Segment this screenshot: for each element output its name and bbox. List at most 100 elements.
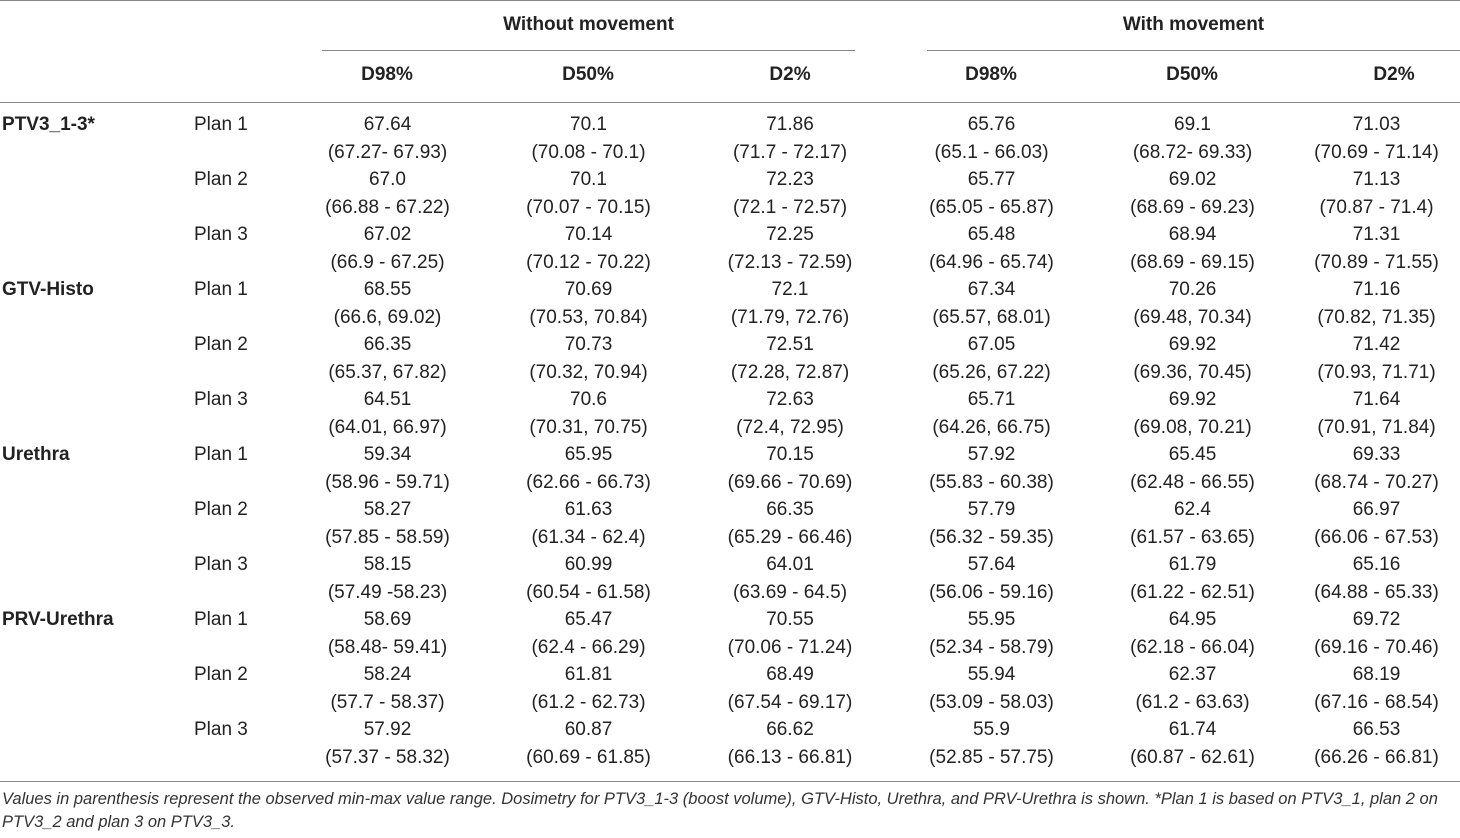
dose-range: (57.7 - 58.37) (330, 691, 445, 713)
dose-value: 67.64 (363, 114, 412, 135)
dose-cell: 64.51 (64.01, 66.97) (287, 386, 488, 441)
dose-range: (57.85 - 58.59) (325, 526, 450, 548)
dose-cell: 71.13 (70.87 - 71.4) (1293, 166, 1460, 221)
dose-value: 58.15 (363, 554, 412, 575)
dose-value: 65.76 (967, 114, 1016, 135)
dose-range: (70.93, 71.71) (1317, 361, 1436, 383)
dose-range: (61.57 - 63.65) (1130, 526, 1255, 548)
dose-cell: 60.99 (60.54 - 61.58) (488, 551, 689, 606)
dose-value: 65.71 (967, 389, 1016, 410)
dose-cell: 65.48 (64.96 - 65.74) (891, 221, 1092, 276)
dose-cell: 59.34 (58.96 - 59.71) (287, 441, 488, 496)
dose-value: 65.16 (1352, 554, 1401, 575)
dose-value: 57.64 (967, 554, 1016, 575)
dose-cell: 71.86 (71.7 - 72.17) (689, 111, 891, 166)
dose-range: (70.91, 71.84) (1317, 416, 1436, 438)
dose-value: 65.48 (967, 224, 1016, 245)
dose-cell: 70.14 (70.12 - 70.22) (488, 221, 689, 276)
dose-range: (65.29 - 66.46) (727, 526, 853, 548)
group-header-with-movement: With movement (1122, 14, 1265, 35)
dose-range: (65.37, 67.82) (328, 361, 447, 383)
dose-value: 66.53 (1352, 719, 1401, 740)
dose-value: 72.63 (766, 389, 814, 410)
dose-value: 66.62 (766, 719, 814, 740)
dose-value: 55.9 (973, 719, 1010, 740)
table-row: Plan 3 58.15 (57.49 -58.23) 60.99 (60.54 - 6… (0, 551, 1460, 606)
dose-value: 58.27 (363, 499, 412, 520)
dose-range: (70.53, 70.84) (529, 306, 648, 328)
structure-label (0, 551, 194, 606)
dose-range: (64.26, 66.75) (932, 416, 1051, 438)
dose-cell: 62.37 (61.2 - 63.63) (1092, 661, 1293, 716)
dose-range: (57.49 -58.23) (327, 581, 448, 603)
dose-range: (65.05 - 65.87) (929, 196, 1054, 218)
dose-range: (69.08, 70.21) (1133, 416, 1252, 438)
dose-cell: 70.6 (70.31, 70.75) (488, 386, 689, 441)
structure-label (0, 661, 194, 716)
dose-value: 70.73 (564, 334, 613, 355)
dose-value: 67.02 (363, 224, 412, 245)
dose-range: (58.96 - 59.71) (325, 471, 450, 493)
dose-value: 66.97 (1352, 499, 1401, 520)
dose-range: (72.28, 72.87) (730, 361, 850, 383)
dose-cell: 72.1 (71.79, 72.76) (689, 276, 891, 331)
dose-range: (63.69 - 64.5) (732, 581, 848, 603)
dose-value: 71.03 (1352, 114, 1401, 135)
structure-label (0, 331, 194, 386)
dose-range: (66.13 - 66.81) (727, 746, 853, 768)
dose-cell: 70.55 (70.06 - 71.24) (689, 606, 891, 661)
dose-range: (52.34 - 58.79) (929, 636, 1054, 658)
dose-range: (68.72- 69.33) (1132, 141, 1253, 163)
dose-cell: 70.1 (70.07 - 70.15) (488, 166, 689, 221)
structure-label (0, 716, 194, 771)
dose-value: 67.05 (967, 334, 1016, 355)
table-row: Plan 2 58.24 (57.7 - 58.37) 61.81 (61.2 - 62… (0, 661, 1460, 716)
dose-value: 58.24 (363, 664, 412, 685)
dose-value: 66.35 (363, 334, 412, 355)
dose-range: (71.79, 72.76) (730, 306, 850, 328)
column-header-d2-without: D2% (769, 64, 811, 85)
dose-range: (69.66 - 70.69) (727, 471, 853, 493)
dose-cell: 57.79 (56.32 - 59.35) (891, 496, 1092, 551)
dose-range: (64.01, 66.97) (328, 416, 447, 438)
dose-cell: 61.63 (61.34 - 62.4) (488, 496, 689, 551)
dose-value: 65.45 (1168, 444, 1217, 465)
dose-range: (71.7 - 72.17) (732, 141, 848, 163)
dose-range: (66.26 - 66.81) (1314, 746, 1439, 768)
dose-cell: 66.35 (65.29 - 66.46) (689, 496, 891, 551)
dose-value: 65.77 (967, 169, 1016, 190)
dose-value: 64.51 (363, 389, 412, 410)
dose-cell: 70.26 (69.48, 70.34) (1092, 276, 1293, 331)
dose-range: (53.09 - 58.03) (929, 691, 1054, 713)
dose-value: 68.19 (1352, 664, 1401, 685)
dose-range: (70.07 - 70.15) (526, 196, 651, 218)
dose-value: 70.15 (766, 444, 814, 465)
plan-label: Plan 1 (194, 444, 248, 465)
dose-value: 71.86 (766, 114, 814, 135)
column-header-d98-with: D98% (965, 64, 1017, 85)
dose-value: 68.94 (1168, 224, 1217, 245)
dose-cell: 72.51 (72.28, 72.87) (689, 331, 891, 386)
dose-value: 69.92 (1168, 334, 1217, 355)
dose-cell: 68.55 (66.6, 69.02) (287, 276, 488, 331)
column-header-d50-without: D50% (562, 64, 614, 85)
dose-value: 68.49 (766, 664, 814, 685)
dose-cell: 68.49 (67.54 - 69.17) (689, 661, 891, 716)
dose-range: (66.88 - 67.22) (325, 196, 450, 218)
dose-value: 68.55 (363, 279, 412, 300)
dose-value: 69.72 (1352, 609, 1401, 630)
table-footnote: Values in parenthesis represent the obse… (2, 790, 1438, 831)
dose-value: 60.99 (564, 554, 613, 575)
table-row: Plan 2 58.27 (57.85 - 58.59) 61.63 (61.34 - … (0, 496, 1460, 551)
dose-range: (68.74 - 70.27) (1314, 471, 1439, 493)
dose-range: (60.54 - 61.58) (526, 581, 651, 603)
dose-cell: 67.05 (65.26, 67.22) (891, 331, 1092, 386)
structure-label (0, 166, 194, 221)
dose-value: 60.87 (564, 719, 613, 740)
table-row: Plan 2 66.35 (65.37, 67.82) 70.73 (70.32, 70… (0, 331, 1460, 386)
dose-range: (70.32, 70.94) (529, 361, 648, 383)
dosimetry-table: PTV3_1-3* Plan 1 67.64 (67.27- 67.93) 70.1 (7… (0, 111, 1460, 771)
dose-cell: 71.64 (70.91, 71.84) (1293, 386, 1460, 441)
dose-cell: 60.87 (60.69 - 61.85) (488, 716, 689, 771)
dose-range: (68.69 - 69.15) (1130, 251, 1255, 273)
